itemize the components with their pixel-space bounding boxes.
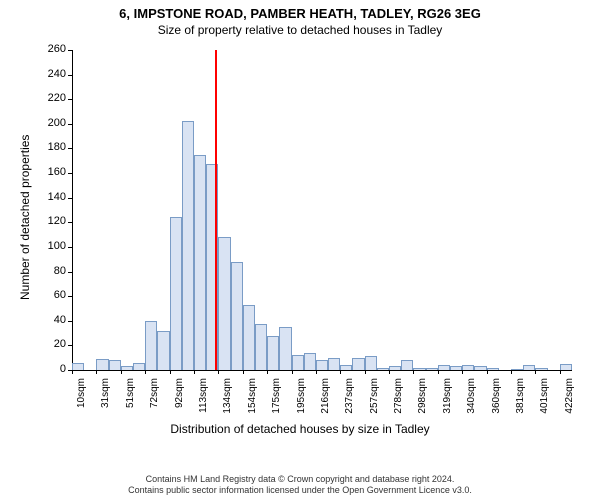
x-tick-label: 360sqm (491, 378, 502, 422)
histogram-bar (438, 365, 450, 370)
histogram-bar (560, 364, 572, 370)
histogram-bar (511, 369, 523, 370)
x-tick-label: 10sqm (76, 378, 87, 422)
histogram-bar (365, 356, 377, 370)
histogram-bar (157, 331, 169, 370)
histogram-bar (304, 353, 316, 370)
footer-line-2: Contains public sector information licen… (0, 485, 600, 496)
x-tick-label: 340sqm (466, 378, 477, 422)
y-tick-label: 180 (38, 141, 66, 153)
histogram-bar (316, 360, 328, 370)
histogram-bar (462, 365, 474, 370)
x-tick-label: 195sqm (296, 378, 307, 422)
y-tick-label: 20 (38, 338, 66, 350)
x-tick-label: 134sqm (222, 378, 233, 422)
y-tick-label: 260 (38, 43, 66, 55)
histogram-bar (377, 368, 389, 370)
x-tick-label: 92sqm (174, 378, 185, 422)
histogram-bar (487, 368, 499, 370)
x-tick-label: 381sqm (515, 378, 526, 422)
histogram-bar (267, 336, 279, 370)
histogram-bar (279, 327, 291, 370)
footer-line-1: Contains HM Land Registry data © Crown c… (0, 474, 600, 485)
x-tick-label: 31sqm (100, 378, 111, 422)
histogram-bar (340, 365, 352, 370)
histogram-bar (401, 360, 413, 370)
histogram-bar (121, 366, 133, 370)
chart-titles: 6, IMPSTONE ROAD, PAMBER HEATH, TADLEY, … (0, 0, 600, 37)
chart-title-main: 6, IMPSTONE ROAD, PAMBER HEATH, TADLEY, … (0, 6, 600, 21)
x-tick-label: 401sqm (539, 378, 550, 422)
y-axis-label: Number of detached properties (18, 135, 32, 300)
histogram-bar (352, 358, 364, 370)
y-tick-label: 100 (38, 240, 66, 252)
histogram-bar (292, 355, 304, 370)
histogram-bar (72, 363, 84, 370)
chart-title-sub: Size of property relative to detached ho… (0, 23, 600, 37)
reference-line (215, 50, 217, 370)
histogram-bar (218, 237, 230, 370)
x-axis-label: Distribution of detached houses by size … (0, 422, 600, 436)
y-tick-label: 120 (38, 215, 66, 227)
histogram-bar (535, 368, 547, 370)
histogram-bar (145, 321, 157, 370)
y-tick-label: 200 (38, 117, 66, 129)
histogram-bar (133, 363, 145, 370)
histogram-bar (474, 366, 486, 370)
y-tick-label: 240 (38, 68, 66, 80)
x-tick-label: 51sqm (125, 378, 136, 422)
histogram-bar (109, 360, 121, 370)
y-tick-label: 0 (38, 363, 66, 375)
footer-attribution: Contains HM Land Registry data © Crown c… (0, 474, 600, 496)
histogram-bar (255, 324, 267, 370)
histogram-bar (523, 365, 535, 370)
x-tick-label: 319sqm (442, 378, 453, 422)
y-tick-label: 40 (38, 314, 66, 326)
x-tick-label: 113sqm (198, 378, 209, 422)
y-tick-label: 160 (38, 166, 66, 178)
histogram-bar (243, 305, 255, 370)
y-tick-label: 60 (38, 289, 66, 301)
histogram-bar (231, 262, 243, 370)
histogram-bar (328, 358, 340, 370)
y-tick-label: 140 (38, 191, 66, 203)
x-tick-label: 154sqm (247, 378, 258, 422)
histogram-bar (96, 359, 108, 370)
x-tick-label: 278sqm (393, 378, 404, 422)
x-tick-label: 422sqm (564, 378, 575, 422)
x-tick-label: 257sqm (369, 378, 380, 422)
x-tick-label: 298sqm (417, 378, 428, 422)
histogram-bar (182, 121, 194, 370)
y-tick-label: 80 (38, 265, 66, 277)
x-tick-label: 216sqm (320, 378, 331, 422)
histogram-bar (413, 368, 425, 370)
x-tick-label: 175sqm (271, 378, 282, 422)
histogram-bar (170, 217, 182, 370)
histogram-bar (389, 366, 401, 370)
y-tick-label: 220 (38, 92, 66, 104)
histogram-bar (450, 366, 462, 370)
histogram-bar (194, 155, 206, 370)
x-tick-label: 237sqm (344, 378, 355, 422)
x-tick-label: 72sqm (149, 378, 160, 422)
histogram-bar (426, 368, 438, 370)
